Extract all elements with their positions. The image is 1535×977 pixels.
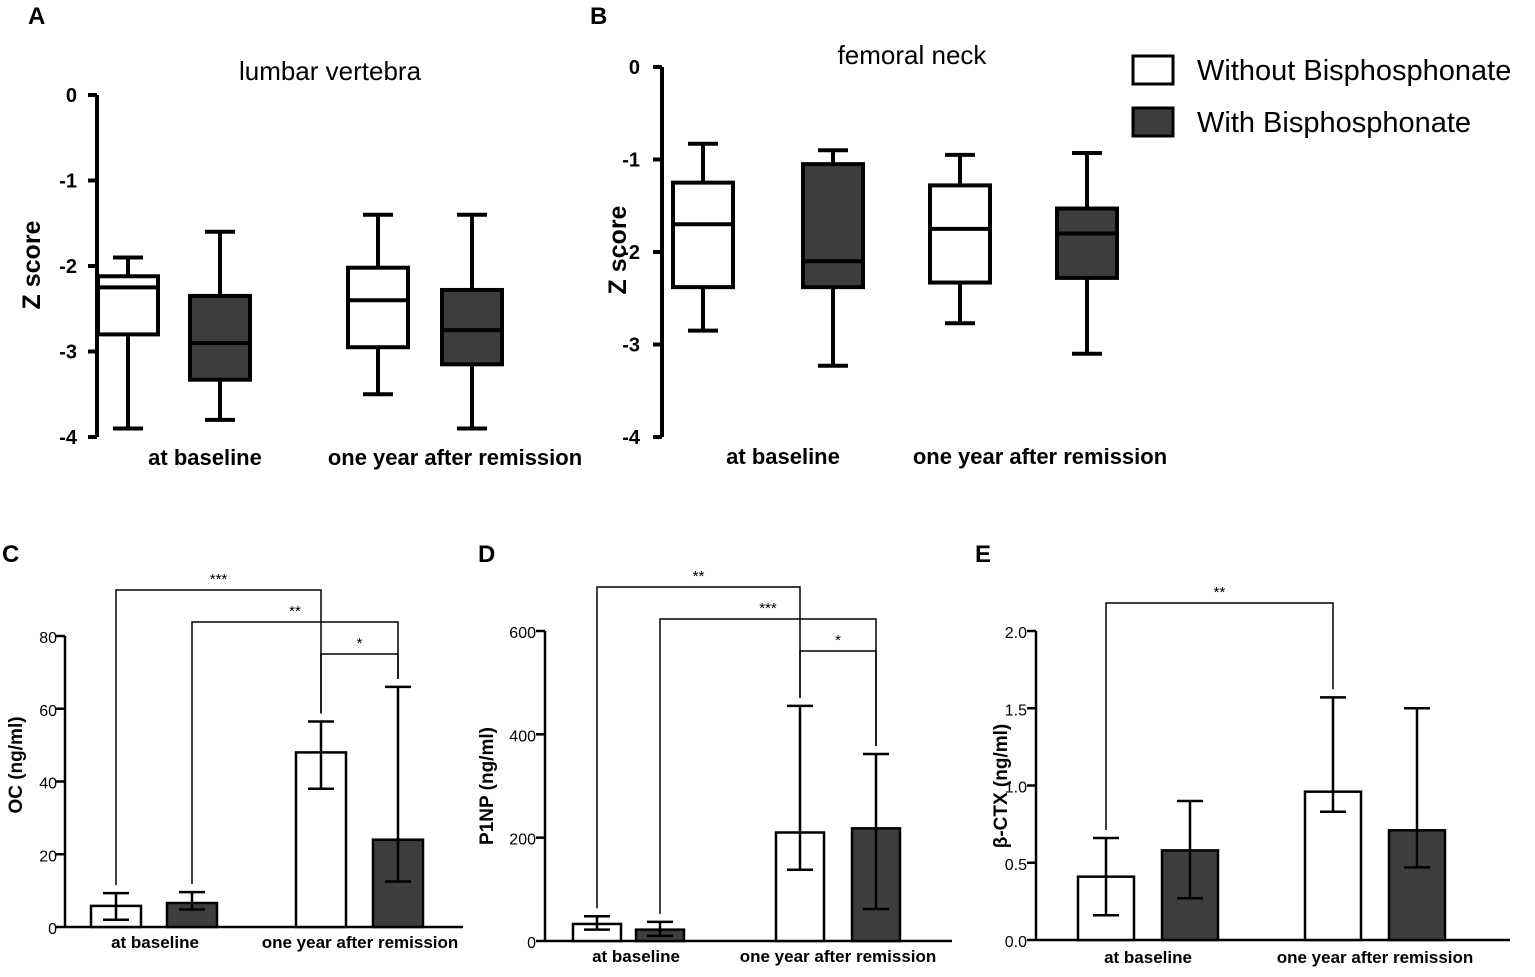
significance-label-d: ** <box>693 568 705 585</box>
significance-label-c: ** <box>289 603 301 620</box>
x-category-label-c: at baseline <box>111 933 199 952</box>
y-tick-label-b: -3 <box>622 335 640 357</box>
significance-bracket-c <box>320 653 399 714</box>
x-category-label-b: one year after remission <box>913 444 1167 469</box>
box-b <box>928 183 992 285</box>
legend-swatch-without <box>1131 54 1175 86</box>
y-tick-label-e: 1.0 <box>1005 780 1027 797</box>
significance-label-c: * <box>357 635 363 652</box>
legend-label-with: With Bisphosphonate <box>1197 107 1471 139</box>
y-axis-label-a: Z score <box>18 220 46 309</box>
significance-bracket-c <box>115 589 322 886</box>
significance-bracket-c <box>191 621 399 885</box>
box-a <box>346 265 410 350</box>
panel-label-a: A <box>28 3 45 30</box>
significance-label-d: * <box>835 632 841 649</box>
y-tick-label-c: 40 <box>39 776 57 793</box>
box-b <box>671 180 735 290</box>
y-tick-label-e: 2.0 <box>1005 625 1027 642</box>
y-axis-label-e: β-CTX (ng/ml) <box>991 724 1012 849</box>
y-tick-label-e: 1.5 <box>1005 702 1027 719</box>
y-tick-label-a: -4 <box>59 427 78 449</box>
legend: Without Bisphosphonate With Bisphosphona… <box>1131 54 1511 139</box>
y-tick-label-a: -2 <box>59 256 77 278</box>
x-category-label-e: one year after remission <box>1277 948 1474 967</box>
box-a <box>96 274 160 337</box>
significance-label-c: *** <box>210 571 228 588</box>
y-tick-label-c: 20 <box>39 848 57 865</box>
box-b <box>1055 206 1119 280</box>
significance-bracket-d <box>799 650 877 746</box>
y-axis-label-d: P1NP (ng/ml) <box>477 727 498 845</box>
significance-bracket-d <box>659 618 877 914</box>
significance-bracket-e <box>1105 602 1334 831</box>
x-category-label-c: one year after remission <box>262 933 459 952</box>
y-axis-label-b: Z score <box>604 205 632 294</box>
y-tick-label-b: -1 <box>622 150 640 172</box>
x-category-label-d: at baseline <box>592 947 680 966</box>
significance-label-e: ** <box>1214 584 1226 601</box>
y-tick-label-a: 0 <box>66 85 77 107</box>
y-axis-label-c: OC (ng/ml) <box>6 716 27 813</box>
box-a <box>188 293 252 382</box>
y-tick-label-b: -4 <box>622 427 641 449</box>
panel-label-c: C <box>2 541 19 568</box>
y-tick-label-a: -1 <box>59 171 77 193</box>
y-tick-label-c: 0 <box>48 921 57 938</box>
x-category-label-e: at baseline <box>1104 948 1192 967</box>
y-tick-label-d: 200 <box>509 832 536 849</box>
y-tick-label-d: 400 <box>509 728 536 745</box>
panel-label-e: E <box>975 541 991 568</box>
bar-e <box>1303 790 1363 942</box>
y-tick-label-e: 0.0 <box>1005 934 1027 951</box>
y-tick-label-b: 0 <box>629 57 640 79</box>
y-tick-label-a: -3 <box>59 342 77 364</box>
legend-label-without: Without Bisphosphonate <box>1197 55 1511 87</box>
y-tick-label-d: 600 <box>509 625 536 642</box>
chart-title-b: femoral neck <box>838 40 988 70</box>
panel-label-b: B <box>590 3 607 30</box>
box-a <box>440 287 504 367</box>
chart-title-a: lumbar vertebra <box>239 56 422 86</box>
box-b <box>801 162 865 290</box>
x-category-label-b: at baseline <box>726 444 840 469</box>
legend-swatch-with <box>1131 106 1175 138</box>
panel-label-d: D <box>478 541 495 568</box>
significance-label-d: *** <box>759 600 777 617</box>
y-tick-label-e: 0.5 <box>1005 857 1027 874</box>
y-tick-label-b: -2 <box>622 242 640 264</box>
chart-marks: 0 -1 -2 -3 -4 at baseline one year after remis… <box>39 57 1510 967</box>
x-category-label-d: one year after remission <box>740 947 937 966</box>
x-category-label-a: at baseline <box>148 445 262 470</box>
x-category-label-a: one year after remission <box>328 445 582 470</box>
significance-bracket-d <box>596 586 801 909</box>
y-tick-label-d: 0 <box>527 935 536 952</box>
y-tick-label-c: 60 <box>39 703 57 720</box>
y-tick-label-c: 80 <box>39 630 57 647</box>
